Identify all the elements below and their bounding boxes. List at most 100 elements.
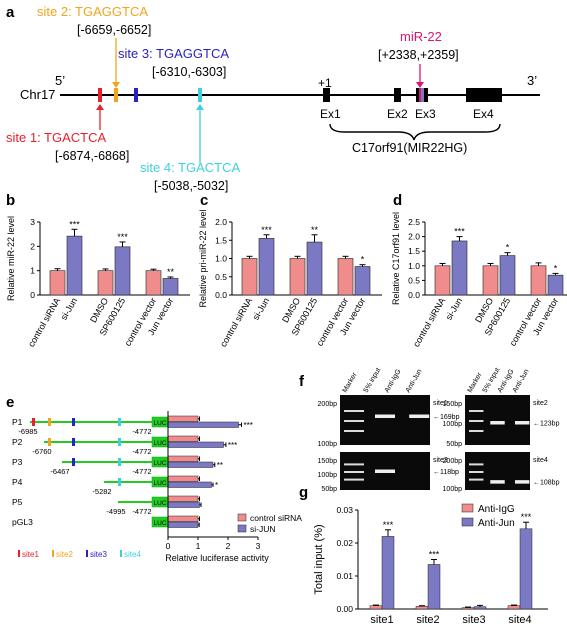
bar (434, 265, 451, 296)
marker-size-label: 200bp (443, 458, 463, 465)
panel-letter-c: c (200, 192, 208, 209)
construct-start: -6985 (18, 427, 37, 436)
site4-mark (118, 438, 121, 446)
mir22-arrow-head (416, 82, 424, 88)
three-prime-label: 3’ (527, 73, 537, 88)
site-legend-label: site4 (124, 550, 141, 559)
bar (519, 528, 533, 610)
y-tick-label: 0.0 (215, 290, 227, 300)
product-size-label: ←169bp (433, 414, 460, 421)
bar (473, 606, 487, 610)
legend-label: control siRNA (250, 513, 302, 523)
site-legend-label: site2 (56, 550, 73, 559)
site1-legend-mark (18, 550, 20, 557)
site3-coords: [-6310,-6303] (152, 65, 226, 79)
gel-site-label: site1 (433, 400, 448, 407)
bar (167, 475, 199, 482)
significance-label: * (506, 243, 510, 253)
y-tick-label: 2 (30, 241, 35, 251)
construct-name: P4 (12, 477, 23, 487)
sample-band (375, 414, 395, 418)
site3-marker (134, 88, 138, 102)
construct-end: -4772 (132, 467, 151, 476)
bar (482, 265, 499, 296)
site1-marker (98, 88, 102, 102)
significance-label: *** (521, 512, 532, 522)
y-tick-label: 1.5 (408, 246, 420, 256)
ladder-band (469, 420, 484, 422)
marker-size-label: 50bp (321, 486, 337, 493)
category-label: si-Jun (59, 296, 80, 322)
site2-marker (114, 88, 118, 102)
significance-label: * (554, 263, 558, 273)
sample-band (409, 414, 430, 418)
bar (66, 235, 83, 296)
construct-end: -4772 (132, 507, 151, 516)
panel-letter-g: g (299, 484, 308, 501)
y-tick-label: 1.0 (215, 254, 227, 264)
ladder-band (344, 410, 364, 412)
bar (167, 501, 200, 508)
panel-e-chart: e P1 LUC-6985 -4772***P2 LUC-6760 -4772***P3… (6, 394, 302, 563)
significance-label: *** (383, 520, 394, 530)
sample-band (490, 421, 505, 425)
bar (547, 274, 564, 296)
panel-f-gels: f Marker 5% input Anti-IgG Anti-Jun Marker5%… (299, 367, 560, 493)
category-label: control siRNA (218, 296, 254, 349)
site1-mark (32, 418, 35, 426)
x-tick-label: 3 (256, 541, 261, 551)
bar (415, 606, 429, 610)
ladder-band (469, 410, 484, 412)
category-label: site2 (416, 614, 439, 626)
construct-end: -4772 (132, 447, 151, 456)
construct-name: P2 (12, 437, 23, 447)
bar (49, 270, 66, 296)
significance-label: ** (167, 267, 175, 277)
legend-swatch (237, 513, 247, 522)
site4-mark (118, 478, 121, 486)
site3-mark (72, 418, 75, 426)
ladder-band (344, 420, 364, 422)
y-tick-label: 1.5 (215, 235, 227, 245)
marker-size-label: 200bp (318, 401, 338, 408)
mir22-region (421, 88, 424, 102)
legend-swatch (461, 517, 474, 527)
panel-c-chart: c 0.0 0.5 1.0 1.5 2.0 Relative pri-miR-22 lev… (198, 192, 382, 349)
y-tick-label: 1.0 (408, 261, 420, 271)
bar (306, 241, 323, 296)
y-tick-label: 0.0 (408, 290, 420, 300)
significance-label: *** (69, 219, 80, 229)
bar (167, 441, 224, 448)
category-label: si-Jun (444, 296, 465, 322)
mir22-coords: [+2338,+2359] (378, 48, 459, 62)
site3-legend-mark (86, 550, 88, 557)
significance-label: *** (429, 550, 440, 560)
gel-site-label: site3 (433, 457, 448, 464)
site2-label: site 2: TGAGGTCA (37, 4, 148, 19)
panel-letter-b: b (6, 192, 15, 209)
ladder-band (344, 471, 364, 473)
site4-arrow-head (196, 104, 204, 110)
lane-label: Anti-Jun (405, 368, 424, 394)
legend-swatch (237, 524, 247, 533)
exon2 (394, 88, 401, 102)
construct-name: P3 (12, 457, 23, 467)
construct-name: P1 (12, 417, 23, 427)
y-tick-label: 0.5 (408, 275, 420, 285)
bar (499, 255, 516, 296)
gene-label: C17orf91(MIR22HG) (352, 141, 467, 155)
bar (289, 258, 306, 296)
construct-name: pGL3 (12, 517, 33, 527)
bar (167, 421, 239, 428)
luc-label: LUC (153, 500, 166, 507)
site2-legend-mark (52, 550, 54, 557)
y-tick-label: 0 (30, 290, 35, 300)
luc-label: LUC (153, 480, 166, 487)
bar (167, 435, 199, 442)
bar (167, 481, 212, 488)
site3-mark (72, 458, 75, 466)
sample-band (490, 480, 505, 484)
y-tick-label: 2.0 (408, 232, 420, 242)
y-tick-label: 0.03 (336, 505, 353, 515)
bar (241, 258, 258, 296)
